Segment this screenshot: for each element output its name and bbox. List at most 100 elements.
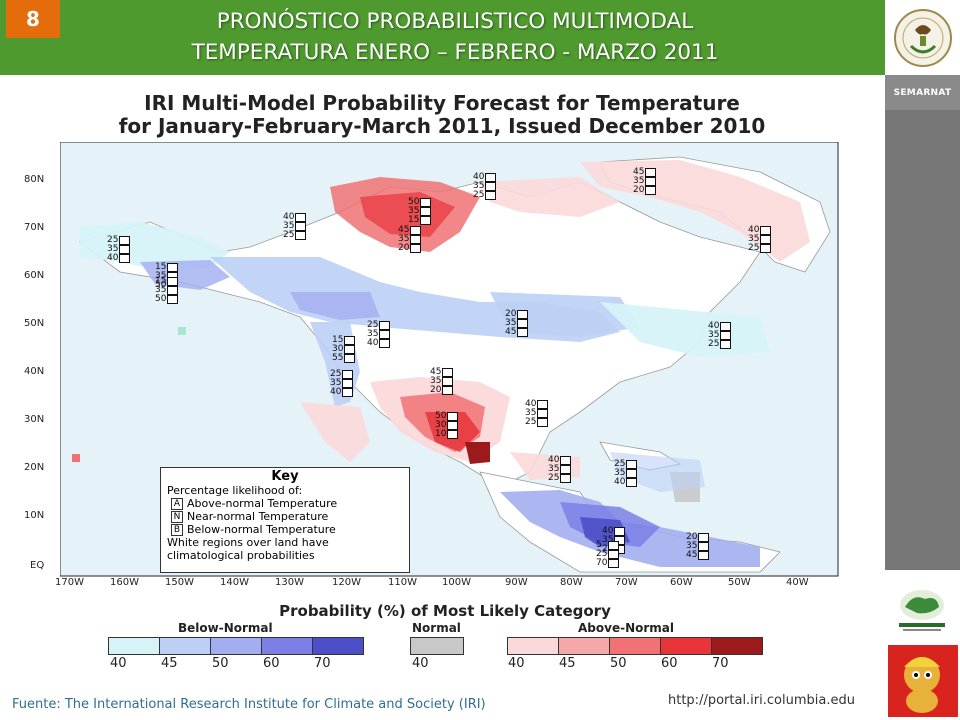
probability-box-square bbox=[379, 321, 390, 330]
region-below-alaska bbox=[80, 222, 230, 272]
probability-box: 45 35 20 bbox=[398, 226, 421, 253]
probability-box-square bbox=[410, 226, 421, 235]
below-normal-label: Below-Normal bbox=[178, 621, 273, 635]
colorbar-swatch bbox=[661, 638, 712, 654]
probability-value: 40 bbox=[367, 338, 379, 348]
probability-box-square bbox=[420, 216, 431, 225]
probability-value: 35 bbox=[155, 271, 167, 281]
probability-value: 35 bbox=[107, 244, 119, 254]
probability-value: 25 bbox=[525, 417, 537, 427]
lat-label-20n: 20N bbox=[24, 462, 45, 473]
probability-value: 20 bbox=[430, 385, 442, 395]
probability-box-square bbox=[614, 527, 625, 536]
probability-box: 25 35 40 bbox=[367, 321, 390, 348]
probability-value: 10 bbox=[435, 429, 447, 439]
probability-box-square bbox=[447, 421, 458, 430]
lat-label-70n: 70N bbox=[24, 222, 45, 233]
probability-box-square bbox=[342, 370, 353, 379]
probability-box-square bbox=[608, 559, 619, 568]
probability-box-square bbox=[760, 226, 771, 235]
conafor-logo-icon bbox=[899, 590, 945, 631]
colorbar-tick: 60 bbox=[263, 656, 280, 671]
lon-label: 50W bbox=[728, 577, 751, 588]
colorbar-title: Probability (%) of Most Likely Category bbox=[279, 602, 611, 620]
probability-value: 15 bbox=[332, 335, 344, 345]
probability-value: 15 bbox=[155, 262, 167, 272]
colorbar-below bbox=[108, 637, 364, 655]
sidebar-gray-panel bbox=[885, 110, 960, 570]
probability-value: 15 bbox=[408, 215, 420, 225]
probability-box-square bbox=[626, 460, 637, 469]
key-row: A Above-normal Temperature bbox=[171, 497, 409, 510]
probability-box-square bbox=[537, 400, 548, 409]
probability-box: 45 35 20 bbox=[633, 168, 656, 195]
probability-value: 55 bbox=[332, 353, 344, 363]
probability-value: 25 bbox=[107, 235, 119, 245]
colorbar-swatch bbox=[160, 638, 211, 654]
colorbar-tick: 70 bbox=[712, 656, 729, 671]
probability-value: 45 bbox=[633, 167, 645, 177]
colorbar-swatch bbox=[211, 638, 262, 654]
probability-box-square bbox=[560, 456, 571, 465]
probability-value: 35 bbox=[430, 376, 442, 386]
probability-box-square bbox=[517, 319, 528, 328]
probability-box: 15 35 50 bbox=[155, 277, 178, 304]
colorbar-tick: 40 bbox=[508, 656, 525, 671]
probability-box-square bbox=[645, 186, 656, 195]
probability-box-square bbox=[344, 345, 355, 354]
probability-box-square bbox=[608, 541, 619, 550]
probability-box-square bbox=[344, 336, 355, 345]
colorbar-above bbox=[507, 637, 763, 655]
probability-box-square bbox=[420, 198, 431, 207]
source-url[interactable]: http://portal.iri.columbia.edu bbox=[668, 693, 855, 708]
probability-value: 25 bbox=[708, 339, 720, 349]
probability-value: 30 bbox=[332, 344, 344, 354]
probability-box-square bbox=[167, 286, 178, 295]
probability-box-square bbox=[517, 310, 528, 319]
probability-box-square bbox=[379, 330, 390, 339]
probability-box-square bbox=[626, 478, 637, 487]
probability-box-square bbox=[167, 277, 178, 286]
probability-box-square bbox=[442, 386, 453, 395]
probability-value: 35 bbox=[602, 535, 614, 545]
probability-box: 5 25 70 bbox=[596, 541, 619, 568]
slide-title-line1: PRONÓSTICO PROBABILISTICO MULTIMODAL bbox=[216, 9, 694, 34]
mexico-seal-icon bbox=[894, 9, 952, 67]
probability-box-square bbox=[485, 173, 496, 182]
probability-box-square bbox=[295, 231, 306, 240]
probability-box-square bbox=[410, 235, 421, 244]
above-normal-label: Above-Normal bbox=[578, 621, 674, 635]
probability-box-square bbox=[608, 550, 619, 559]
lon-label: 150W bbox=[165, 577, 194, 588]
colorbar-tick: 45 bbox=[161, 656, 178, 671]
probability-value: 35 bbox=[473, 181, 485, 191]
key-note: climatological probabilities bbox=[167, 549, 315, 562]
probability-box-square bbox=[442, 368, 453, 377]
figure-title: IRI Multi-Model Probability Forecast for… bbox=[62, 92, 822, 138]
probability-value: 35 bbox=[614, 468, 626, 478]
probability-value: 40 bbox=[473, 172, 485, 182]
colorbar-tick: 70 bbox=[314, 656, 331, 671]
key-letter: B bbox=[171, 523, 183, 536]
probability-box-square bbox=[645, 168, 656, 177]
probability-value: 20 bbox=[633, 185, 645, 195]
colorbar-swatch bbox=[712, 638, 762, 654]
probability-box: 25 35 40 bbox=[614, 460, 637, 487]
probability-box: 15 30 55 bbox=[332, 336, 355, 363]
marker-red bbox=[72, 454, 80, 462]
colorbar-normal bbox=[410, 637, 464, 655]
probability-box-square bbox=[420, 207, 431, 216]
probability-value: 25 bbox=[283, 230, 295, 240]
probability-value: 40 bbox=[525, 399, 537, 409]
normal-label: Normal bbox=[412, 621, 461, 635]
probability-box-square bbox=[760, 244, 771, 253]
lat-label-50n: 50N bbox=[24, 318, 45, 329]
probability-box-square bbox=[167, 263, 178, 272]
lon-label: 40W bbox=[786, 577, 809, 588]
slide-title-line2: TEMPERATURA ENERO – FEBRERO - MARZO 2011 bbox=[191, 40, 719, 65]
